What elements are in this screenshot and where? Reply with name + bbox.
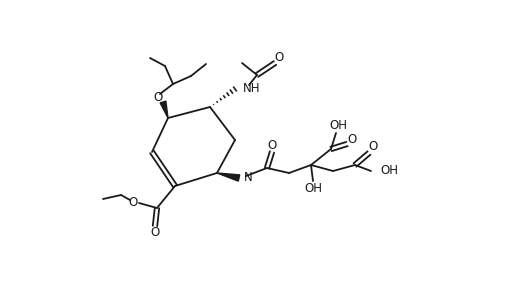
Text: NH: NH (242, 82, 260, 95)
Text: O: O (367, 139, 377, 153)
Text: O: O (267, 139, 276, 151)
Text: N: N (243, 170, 252, 183)
Text: O: O (347, 133, 356, 145)
Text: O: O (274, 51, 283, 64)
Text: OH: OH (303, 183, 321, 195)
Text: O: O (150, 227, 159, 239)
Text: OH: OH (328, 118, 346, 131)
Polygon shape (216, 173, 239, 181)
Text: O: O (128, 195, 137, 208)
Polygon shape (160, 101, 167, 118)
Text: O: O (153, 91, 162, 103)
Text: OH: OH (379, 164, 397, 176)
